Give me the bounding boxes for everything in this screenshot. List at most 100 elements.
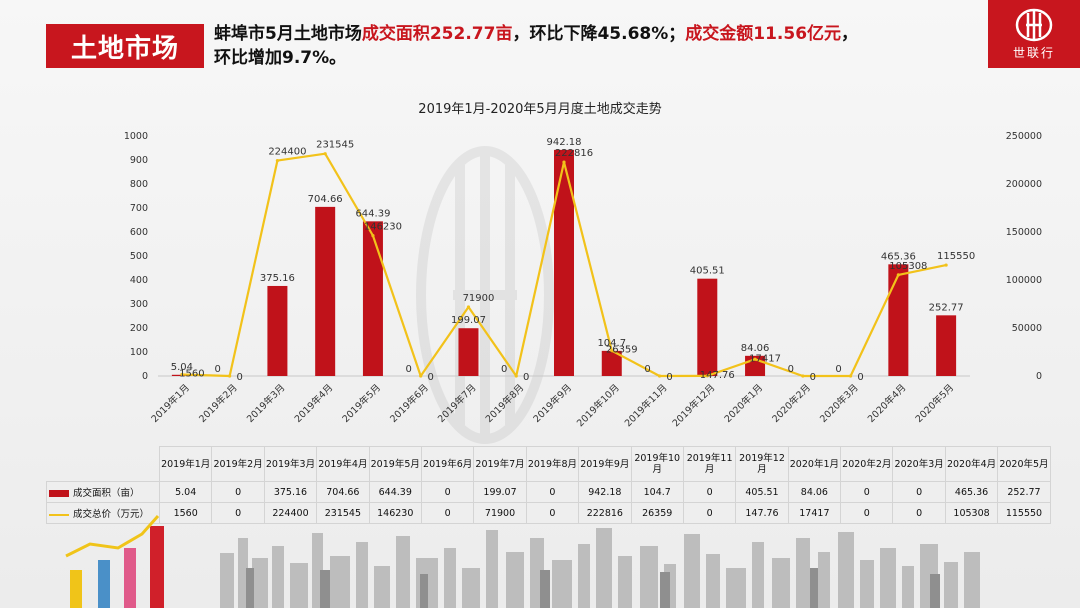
bar-data-label: 252.77 (929, 302, 964, 313)
x-tick-label: 2020年3月 (817, 382, 860, 425)
table-header-text: 2019年5月 (370, 458, 420, 470)
x-tick-label: 2019年5月 (340, 382, 383, 425)
table-header-cell: 2019年10 月 (630, 446, 684, 482)
table-cell: 26359 (630, 502, 684, 524)
headline-part-1: 蚌埠市5月土地市场 (214, 24, 362, 44)
bar-data-label: 704.66 (308, 194, 343, 205)
bar-data-label: 0 (214, 364, 220, 375)
line-data-label: 1560 (179, 369, 204, 380)
table-header-cell: 2019年8月 (525, 446, 580, 482)
y-right-tick-label: 0 (1036, 371, 1042, 382)
table-header-cell: 2019年3月 (263, 446, 318, 482)
bar (267, 285, 288, 376)
line-data-label: 115550 (937, 251, 975, 262)
bar-data-label: 5.04 (171, 362, 193, 373)
logo-text: 世联行 (1012, 45, 1055, 60)
company-logo: 世联行 (988, 0, 1080, 68)
table-cell: 0 (682, 481, 737, 503)
legend-bar-swatch-icon (49, 490, 69, 497)
line-data-label: 0 (857, 372, 863, 383)
line-data-label: 0 (810, 372, 816, 383)
table-cell: 5.04 (158, 481, 213, 503)
line-data-label: 231545 (316, 140, 354, 151)
headline: 蚌埠市5月土地市场成交面积252.77亩，环比下降45.68%；成交金额11.5… (214, 22, 974, 70)
table-header-cell: 2019年2月 (211, 446, 265, 482)
table-header-cell: 2019年5月 (368, 446, 422, 482)
table-header-cell: 2019年6月 (420, 446, 475, 482)
table-cell: 0 (840, 481, 894, 503)
x-tick-label: 2019年3月 (244, 382, 287, 425)
table-header-cell: 2019年11 月 (682, 446, 737, 482)
bar-data-label: 0 (788, 364, 794, 375)
table-cell: 704.66 (316, 481, 370, 503)
bar (554, 149, 574, 376)
headline-part-6: 环比增加9.7%。 (214, 48, 347, 68)
y-right-tick-label: 100000 (1006, 275, 1042, 286)
bar-data-label: 0 (835, 364, 841, 375)
y-left-tick-label: 100 (130, 347, 148, 358)
table-header-text: 2019年9月 (580, 458, 630, 470)
y-left-tick-label: 400 (130, 275, 148, 286)
line-point (753, 357, 757, 361)
y-left-tick-label: 0 (142, 371, 148, 382)
x-tick-label: 2019年2月 (196, 382, 239, 425)
table-cell: 0 (525, 481, 580, 503)
table-cell: 105308 (944, 502, 999, 524)
bar (458, 328, 479, 376)
bar-data-label: 644.39 (355, 208, 390, 219)
table-header-text: 2019年4月 (318, 458, 368, 470)
headline-amount-highlight: 成交金额11.56亿元 (685, 24, 842, 44)
table-cell: 252.77 (997, 481, 1051, 503)
combo-chart: 0 100 200 300 400 500 600 700 800 900 1000 0 50000 10… (124, 131, 1042, 430)
table-row-label: 成交面积（亩） (73, 488, 140, 499)
x-tick-label: 2020年1月 (722, 382, 765, 425)
line-point (657, 374, 662, 378)
table-cell: 115550 (997, 502, 1051, 524)
x-tick-label: 2019年12月 (670, 382, 718, 430)
y-left-tick-label: 900 (130, 155, 148, 166)
watermark-logo-icon (416, 146, 554, 444)
headline-part-5: ， (841, 24, 859, 44)
line-data-label: 71900 (463, 293, 495, 304)
y-left-tick-label: 600 (130, 227, 148, 238)
line-point (705, 374, 709, 378)
x-tick-label: 2019年10月 (574, 382, 622, 430)
line-point (848, 374, 853, 378)
table-header-text: 2020年1月 (789, 458, 839, 470)
line-point (371, 234, 375, 238)
table-cell: 0 (892, 481, 946, 503)
table-header-text: 2020年3月 (894, 458, 944, 470)
table-header-text: 2019年6月 (423, 458, 473, 470)
y-left-tick-label: 200 (130, 323, 148, 334)
table-header-cell: 2020年5月 (997, 446, 1051, 482)
bar-data-label: 0 (406, 364, 412, 375)
table-cell: 84.06 (787, 481, 842, 503)
section-tag: 土地市场 (46, 24, 204, 68)
table-header-cell: 2020年1月 (787, 446, 842, 482)
table-header-cell: 2020年4月 (944, 446, 999, 482)
bar-data-label: 0 (644, 364, 650, 375)
table-row: 成交面积（亩） 5.04 0 375.16 704.66 644.39 0 199.07 0 94… (46, 481, 1051, 503)
bar (936, 315, 957, 376)
line-point (419, 374, 423, 378)
bar-data-label: 84.06 (741, 343, 770, 354)
line-point (562, 160, 566, 164)
table-header-cell: 2019年1月 (158, 446, 213, 482)
table-header-cell: 2019年7月 (473, 446, 527, 482)
line-data-label: 0 (523, 372, 529, 383)
table-header-text: 2020年5月 (999, 458, 1049, 470)
line-point (275, 158, 280, 163)
bar-data-label: 405.51 (690, 266, 725, 277)
table-header-cell: 2019年9月 (578, 446, 632, 482)
y-left-tick-label: 1000 (124, 131, 148, 142)
bar (362, 221, 383, 376)
y-right-tick-label: 150000 (1006, 227, 1042, 238)
y-left-tick-label: 500 (130, 251, 148, 262)
x-tick-label: 2019年11月 (622, 382, 670, 430)
table-header-text: 2019年8月 (527, 458, 578, 470)
line-point (944, 263, 948, 267)
table-cell: 199.07 (473, 481, 527, 503)
logo-mark-icon (1015, 8, 1053, 41)
table-header-text: 2020年2月 (842, 458, 892, 470)
bar-data-label: 465.36 (881, 251, 916, 262)
